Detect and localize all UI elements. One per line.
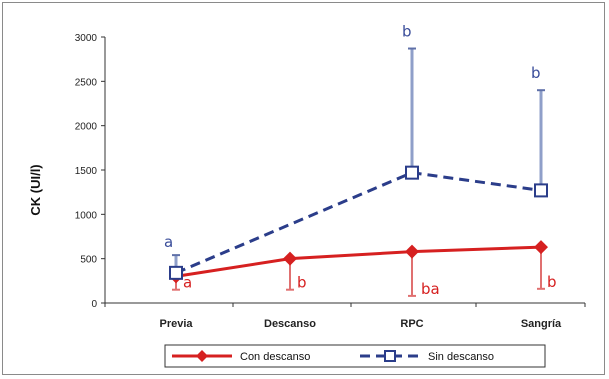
data-point-marker (169, 265, 183, 280)
series-0: a b ba b (169, 240, 557, 298)
chart-frame (2, 2, 605, 375)
data-point-marker (534, 183, 548, 198)
data-point-marker (405, 165, 419, 180)
y-tick-label: 2500 (75, 77, 98, 88)
y-tick-label: 1500 (75, 166, 98, 177)
series-line (175, 245, 542, 278)
y-tick-label: 500 (80, 255, 97, 266)
series-line (175, 171, 542, 275)
significance-label: a (183, 274, 192, 292)
legend-label: Sin descanso (428, 351, 494, 363)
significance-label: ba (421, 280, 440, 298)
significance-label: b (297, 274, 307, 292)
data-point-marker (405, 244, 419, 259)
data-point-marker (283, 251, 297, 266)
y-tick-label: 3000 (75, 33, 98, 44)
significance-label: b (547, 273, 557, 291)
legend: Con descanso Sin descanso (164, 344, 546, 368)
x-category-label: Sangría (521, 318, 562, 330)
y-tick-label: 0 (91, 299, 97, 310)
x-category-label: Descanso (264, 318, 316, 330)
legend-box (164, 344, 546, 368)
legend-label: Con descanso (240, 351, 310, 363)
series-1: a b b (164, 23, 548, 280)
significance-label: b (531, 64, 541, 82)
significance-label: b (402, 23, 412, 41)
x-category-label: RPC (400, 318, 423, 330)
y-tick-label: 2000 (75, 122, 98, 133)
axes: 0 500 1000 1500 2000 2500 3000 Previa Descanso RP… (75, 33, 586, 330)
y-axis-label: CK (UI/l) (28, 164, 43, 215)
data-point-marker (534, 240, 548, 255)
y-tick-label: 1000 (75, 210, 98, 221)
legend-marker (384, 350, 396, 362)
significance-label: a (164, 233, 173, 251)
legend-marker (196, 350, 208, 362)
x-category-label: Previa (159, 318, 193, 330)
